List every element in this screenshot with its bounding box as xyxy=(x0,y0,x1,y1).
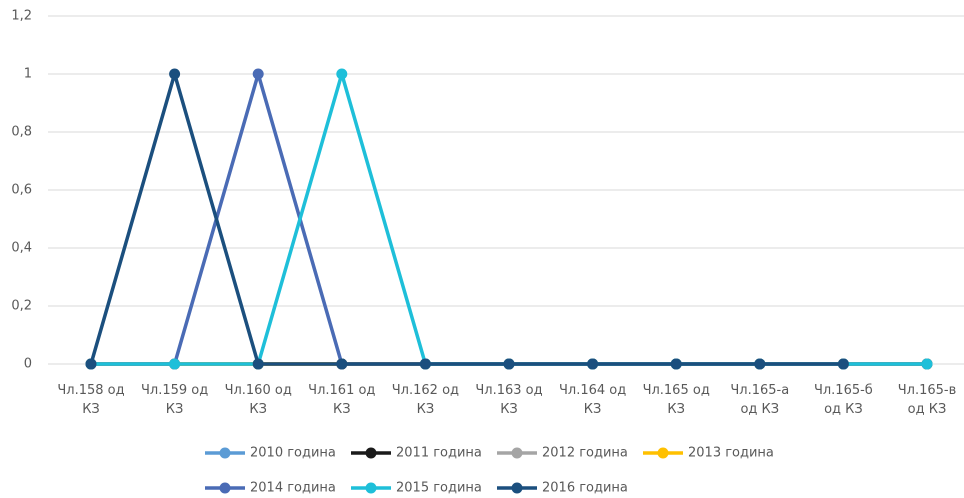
y-tick-label: 0 xyxy=(24,357,32,372)
x-tick-label: Чл.165 од КЗ xyxy=(643,383,710,417)
x-tick-label: Чл.162 од КЗ xyxy=(392,383,459,417)
y-tick-label: 0,6 xyxy=(11,183,32,198)
legend-label: 2010 година xyxy=(250,446,336,461)
legend-label: 2013 година xyxy=(688,446,774,461)
y-tick-label: 0,4 xyxy=(11,241,32,256)
legend-marker xyxy=(365,447,377,459)
x-tick-label: Чл.158 од КЗ xyxy=(57,383,124,417)
point xyxy=(670,358,682,370)
point xyxy=(336,358,348,370)
point xyxy=(85,358,97,370)
point xyxy=(336,68,348,80)
point xyxy=(587,358,599,370)
legend-marker xyxy=(511,482,523,494)
x-tick-label: Чл.165-в од КЗ xyxy=(898,383,957,417)
series-line xyxy=(89,72,844,366)
legend-marker xyxy=(657,447,669,459)
y-tick-label: 1,2 xyxy=(11,9,32,24)
point xyxy=(921,358,933,370)
legend-label: 2015 година xyxy=(396,481,482,495)
point xyxy=(169,358,181,370)
legend-marker xyxy=(219,447,231,459)
y-tick-label: 0,2 xyxy=(11,299,32,314)
legend-marker xyxy=(365,482,377,494)
y-tick-label: 0,8 xyxy=(11,125,32,140)
point xyxy=(419,358,431,370)
x-tick-label: Чл.161 од КЗ xyxy=(308,383,375,417)
point xyxy=(837,358,849,370)
legend-label: 2014 година xyxy=(250,481,336,495)
legend-label: 2011 година xyxy=(396,446,482,461)
legend-label: 2016 година xyxy=(542,481,628,495)
x-tick-label: Чл.165-а од КЗ xyxy=(730,383,789,417)
point xyxy=(503,358,515,370)
x-tick-label: Чл.163 од КЗ xyxy=(475,383,542,417)
x-tick-label: Чл.164 од КЗ xyxy=(559,383,626,417)
x-tick-label: Чл.160 од КЗ xyxy=(225,383,292,417)
point xyxy=(169,68,181,80)
point xyxy=(252,68,264,80)
x-tick-label: Чл.159 од КЗ xyxy=(141,383,208,417)
y-tick-label: 1 xyxy=(24,67,32,82)
point xyxy=(252,358,264,370)
legend-marker xyxy=(511,447,523,459)
legend-marker xyxy=(219,482,231,494)
legend-label: 2012 година xyxy=(542,446,628,461)
point xyxy=(754,358,766,370)
x-tick-label: Чл.165-б од КЗ xyxy=(814,383,873,417)
